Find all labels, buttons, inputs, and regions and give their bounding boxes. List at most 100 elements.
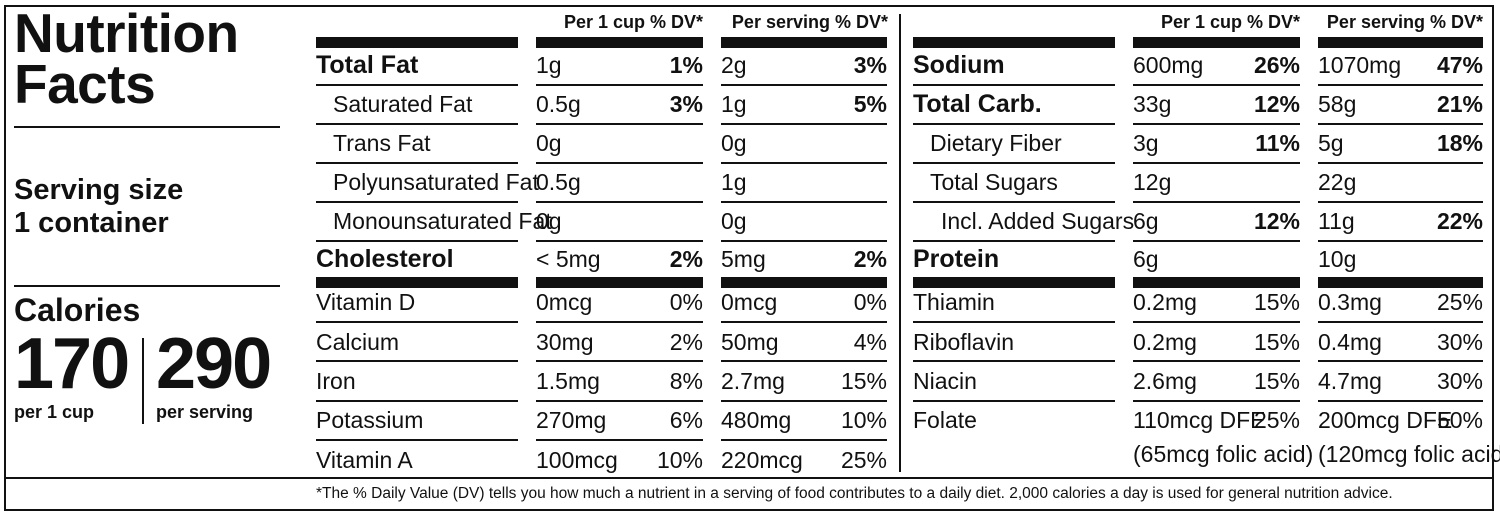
row-separator	[536, 84, 703, 86]
row-separator	[1133, 84, 1300, 86]
folate-note-per-cup: (65mcg folic acid)	[1133, 441, 1314, 467]
nutrient-name: Dietary Fiber	[930, 130, 1062, 156]
dv-per-cup: 12%	[1253, 208, 1300, 234]
amount-per-cup: 0g	[536, 130, 562, 156]
dv-per-cup: 3%	[669, 91, 703, 117]
dv-per-cup: 11%	[1255, 130, 1300, 156]
row-separator	[1318, 201, 1483, 203]
calories-divider	[142, 338, 144, 424]
footnote-divider	[4, 477, 1494, 479]
nutrient-name: Saturated Fat	[333, 91, 473, 117]
row-separator	[1133, 321, 1300, 323]
amount-per-cup: 1.5mg	[536, 368, 600, 394]
dv-per-cup: 8%	[669, 368, 703, 394]
dv-per-serving: 21%	[1436, 91, 1483, 117]
dv-per-cup: 6%	[669, 407, 703, 433]
row-separator	[1133, 162, 1300, 164]
amount-per-serving: 11g	[1318, 208, 1355, 234]
nutrition-label-frame	[4, 5, 1494, 511]
serving-size-value: 1 container	[14, 207, 169, 239]
amount-per-serving: 50mg	[721, 329, 779, 355]
amount-per-serving: 2g	[721, 52, 747, 78]
calories-per-serving-label: per serving	[156, 402, 254, 422]
header-bar	[316, 37, 518, 48]
section-bar	[721, 277, 887, 288]
amount-per-serving: 4.7mg	[1318, 368, 1382, 394]
row-separator	[721, 321, 887, 323]
section-bar	[316, 277, 518, 288]
dv-per-cup: 25%	[1253, 407, 1300, 433]
amount-per-cup: 270mg	[536, 407, 607, 433]
dv-per-cup: 15%	[1253, 329, 1300, 355]
nutrient-name: Vitamin A	[316, 447, 413, 473]
amount-per-serving: 220mcg	[721, 447, 803, 473]
amount-per-serving: 200mcg DFE	[1318, 407, 1453, 433]
dv-per-serving: 22%	[1436, 208, 1483, 234]
row-separator	[721, 162, 887, 164]
header-bar	[721, 37, 887, 48]
nutrient-name: Total Fat	[316, 51, 419, 79]
row-separator	[536, 321, 703, 323]
amount-per-cup: 0.5g	[536, 169, 581, 195]
amount-per-cup: 6g	[1133, 208, 1159, 234]
dv-per-cup: 15%	[1253, 289, 1300, 315]
nutrient-name: Monounsaturated Fat	[333, 208, 552, 234]
row-separator	[1318, 240, 1483, 242]
nutrient-name: Total Sugars	[930, 169, 1058, 195]
row-separator	[316, 162, 518, 164]
nutrient-name: Total Carb.	[913, 90, 1042, 118]
nutrient-name: Trans Fat	[333, 130, 431, 156]
row-separator	[316, 201, 518, 203]
dv-per-serving: 25%	[1436, 289, 1483, 315]
row-separator	[913, 84, 1115, 86]
row-separator	[913, 400, 1115, 402]
row-separator	[913, 123, 1115, 125]
calories-label: Calories	[14, 292, 141, 328]
amount-per-cup: 0mcg	[536, 289, 593, 315]
amount-per-serving: 5g	[1318, 130, 1344, 156]
dv-per-serving: 25%	[840, 447, 887, 473]
amount-per-serving: 1g	[721, 91, 747, 117]
serving-size: Serving size 1 container	[14, 174, 183, 240]
nutrient-name: Folate	[913, 407, 977, 433]
serving-divider	[14, 285, 280, 287]
dv-per-cup: 12%	[1253, 91, 1300, 117]
row-separator	[536, 360, 703, 362]
row-separator	[316, 240, 518, 242]
dv-per-cup: 26%	[1253, 52, 1300, 78]
row-separator	[721, 400, 887, 402]
row-separator	[316, 360, 518, 362]
row-separator	[913, 321, 1115, 323]
row-separator	[536, 400, 703, 402]
nutrient-name: Iron	[316, 368, 356, 394]
serving-size-label: Serving size	[14, 174, 184, 206]
amount-per-cup: 0.2mg	[1133, 289, 1197, 315]
amount-per-cup: 30mg	[536, 329, 594, 355]
section-bar	[1133, 277, 1300, 288]
footnote: *The % Daily Value (DV) tells you how mu…	[316, 485, 1393, 502]
row-separator	[1133, 240, 1300, 242]
row-separator	[1318, 400, 1483, 402]
row-separator	[721, 439, 887, 441]
row-separator	[1133, 123, 1300, 125]
folate-note-per-serving: (120mcg folic acid)	[1318, 441, 1500, 467]
dv-per-cup: 15%	[1253, 368, 1300, 394]
calories-per-cup: 170	[14, 324, 130, 404]
row-separator	[913, 240, 1115, 242]
row-separator	[536, 240, 703, 242]
amount-per-cup: 2.6mg	[1133, 368, 1197, 394]
amount-per-cup: < 5mg	[536, 246, 601, 272]
row-separator	[1318, 84, 1483, 86]
amount-per-serving: 0.3mg	[1318, 289, 1382, 315]
amount-per-serving: 0g	[721, 208, 747, 234]
amount-per-cup: 0g	[536, 208, 562, 234]
row-separator	[316, 123, 518, 125]
row-separator	[1318, 123, 1483, 125]
row-separator	[536, 162, 703, 164]
header-bar	[536, 37, 703, 48]
row-separator	[721, 240, 887, 242]
section-bar	[1318, 277, 1483, 288]
amount-per-serving: 0.4mg	[1318, 329, 1382, 355]
dv-per-serving: 50%	[1436, 407, 1483, 433]
amount-per-serving: 10g	[1318, 246, 1357, 272]
